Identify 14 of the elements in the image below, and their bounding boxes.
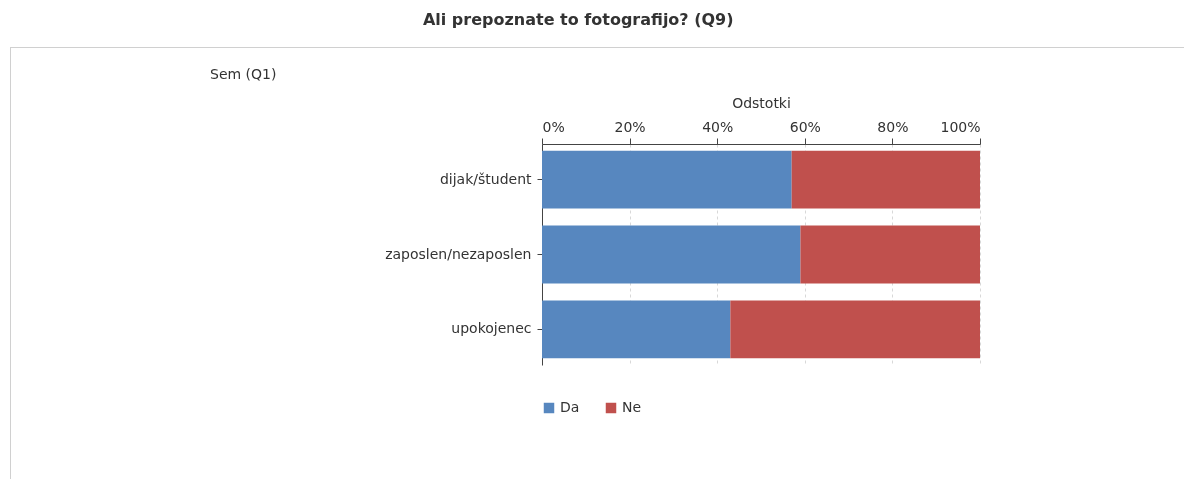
y-tick-label: dijak/študent [439,170,532,187]
y-tick-label: upokojenec [451,320,532,337]
x-axis-title: Odstotki [732,94,791,111]
x-tick-label: 80% [877,118,909,135]
legend-label: Da [560,399,580,415]
x-tick-label: 60% [789,118,821,135]
x-tick-label: 0% [542,118,565,135]
x-tick-label: 100% [940,118,981,135]
x-tick-label: 20% [614,118,646,135]
legend-label: Ne [622,399,642,415]
y-tick-label: zaposlen/nezaposlen [385,245,532,262]
text: Sem (Q1) [210,66,277,82]
chart-title: Ali prepoznate to fotografijo? (Q9) [422,10,734,29]
x-tick-label: 40% [702,118,734,135]
